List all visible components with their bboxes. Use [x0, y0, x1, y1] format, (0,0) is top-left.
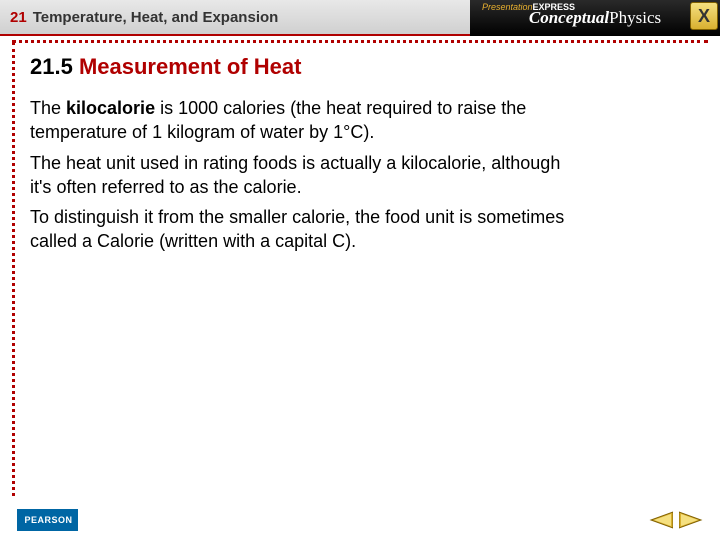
chapter-header: 21 Temperature, Heat, and Expansion [0, 0, 470, 36]
paragraph-1: The kilocalorie is 1000 calories (the he… [30, 96, 570, 145]
chapter-title: Temperature, Heat, and Expansion [33, 9, 279, 26]
slide-content: 21.5 Measurement of Heat The kilocalorie… [0, 36, 720, 500]
paragraph-3: To distinguish it from the smaller calor… [30, 205, 570, 254]
arrow-right-icon [679, 510, 705, 530]
section-heading: 21.5 Measurement of Heat [30, 54, 680, 80]
body-text: The kilocalorie is 1000 calories (the he… [30, 96, 680, 254]
nav-arrows [646, 509, 706, 531]
arrow-left-icon [647, 510, 673, 530]
close-button[interactable]: X [690, 2, 718, 30]
brand-presentation-label: PresentationEXPRESS [482, 2, 575, 12]
publisher-logo: PEARSON [14, 509, 78, 531]
paragraph-2: The heat unit used in rating foods is ac… [30, 151, 570, 200]
close-icon: X [698, 6, 710, 27]
chapter-number: 21 [10, 9, 27, 26]
term-kilocalorie: kilocalorie [66, 98, 155, 118]
prev-button[interactable] [646, 509, 674, 531]
brand-area: PresentationEXPRESS ConceptualPhysics X [470, 0, 720, 36]
section-title: Measurement of Heat [79, 54, 302, 79]
top-bar: 21 Temperature, Heat, and Expansion Pres… [0, 0, 720, 36]
footer-bar: PEARSON [0, 500, 720, 540]
next-button[interactable] [678, 509, 706, 531]
section-number: 21.5 [30, 54, 73, 79]
